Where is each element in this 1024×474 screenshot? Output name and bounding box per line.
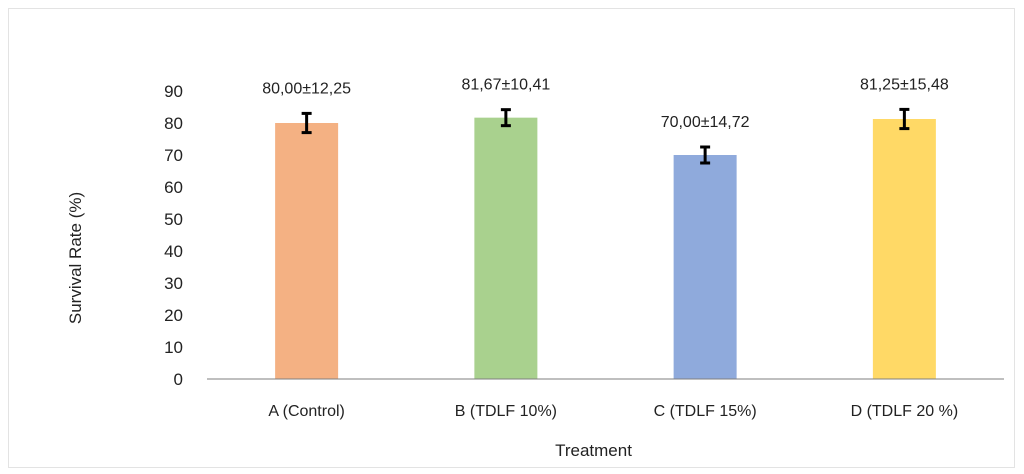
bar bbox=[275, 123, 339, 379]
x-tick-label: B (TDLF 10%) bbox=[455, 403, 557, 420]
bar bbox=[474, 117, 538, 379]
y-tick-label: 40 bbox=[164, 242, 183, 261]
x-tick-label: A (Control) bbox=[268, 403, 344, 420]
y-tick-label: 50 bbox=[164, 210, 183, 229]
bar bbox=[673, 155, 737, 379]
y-tick-label: 0 bbox=[174, 370, 183, 389]
y-axis-ticks: 0 10 20 30 40 50 60 70 80 90 bbox=[164, 82, 183, 389]
data-label: 70,00±14,72 bbox=[661, 114, 750, 131]
x-tick-label: D (TDLF 20 %) bbox=[851, 403, 959, 420]
y-tick-label: 70 bbox=[164, 146, 183, 165]
error-bars bbox=[301, 107, 910, 165]
y-tick-label: 80 bbox=[164, 114, 183, 133]
y-tick-label: 10 bbox=[164, 338, 183, 357]
data-label: 80,00±12,25 bbox=[262, 80, 351, 97]
data-label: 81,25±15,48 bbox=[860, 76, 949, 93]
y-axis-title: Survival Rate (%) bbox=[66, 192, 85, 324]
x-tick-label: C (TDLF 15%) bbox=[654, 403, 757, 420]
bar bbox=[872, 119, 936, 379]
data-label: 81,67±10,41 bbox=[461, 77, 550, 94]
x-axis-ticks: A (Control) B (TDLF 10%) C (TDLF 15%) D (TD… bbox=[268, 403, 958, 420]
y-tick-label: 90 bbox=[164, 82, 183, 101]
y-tick-label: 20 bbox=[164, 306, 183, 325]
y-tick-label: 30 bbox=[164, 274, 183, 293]
bars bbox=[275, 117, 936, 379]
x-axis-title: Treatment bbox=[555, 441, 632, 460]
data-labels: 80,00±12,25 81,67±10,41 70,00±14,72 81,25±1… bbox=[262, 76, 949, 131]
y-tick-label: 60 bbox=[164, 178, 183, 197]
